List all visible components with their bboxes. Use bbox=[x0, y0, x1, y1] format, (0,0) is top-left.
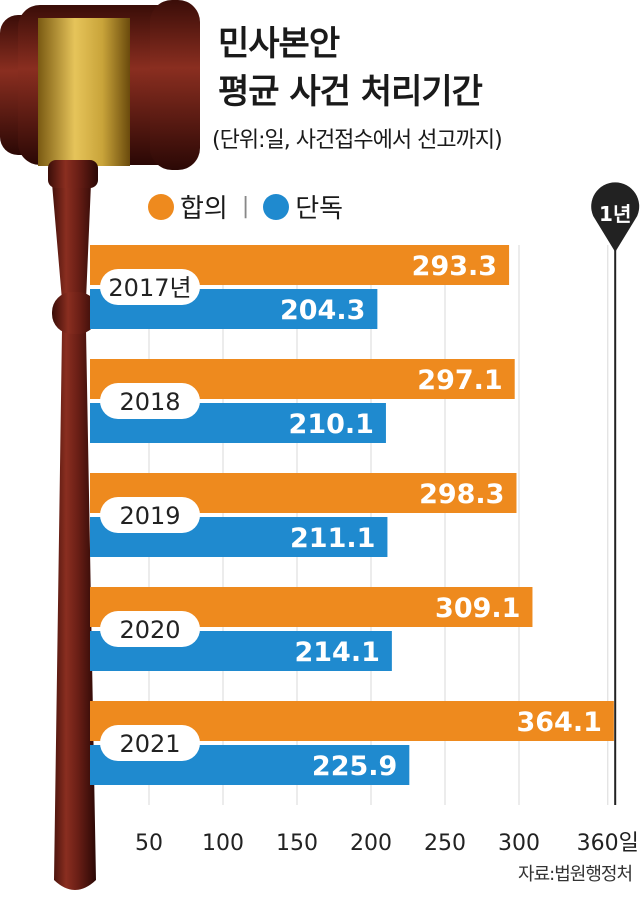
title-line-2: 평균 사건 처리기간 bbox=[218, 72, 483, 112]
legend-label-dandok: 단독 bbox=[295, 194, 344, 224]
category-label-1: 2018 bbox=[119, 388, 180, 416]
category-pill-0 bbox=[100, 269, 200, 305]
reference-line-label: 1년 bbox=[599, 202, 631, 226]
x-tick-label-360: 360일 bbox=[577, 831, 639, 856]
category-pill-1 bbox=[100, 383, 200, 419]
category-pill-2 bbox=[100, 497, 200, 533]
category-label-0: 2017년 bbox=[108, 274, 191, 302]
x-tick-label-50: 50 bbox=[135, 831, 163, 856]
gavel-brass-band bbox=[38, 18, 130, 166]
legend: 합의 | 단독 bbox=[148, 188, 343, 225]
gavel-icon bbox=[0, 0, 200, 890]
category-labels: 2017년 2018 2019 2020 2021 bbox=[100, 269, 200, 761]
title-line-1: 민사본안 bbox=[218, 24, 340, 64]
category-label-4: 2021 bbox=[119, 730, 180, 758]
category-pill-3 bbox=[100, 611, 200, 647]
legend-separator: | bbox=[241, 194, 250, 219]
bar-value-label-dandok-3: 214.1 bbox=[294, 637, 379, 668]
source-note: 자료:법원행정처 bbox=[518, 864, 633, 885]
chart-subtitle: (단위:일, 사건접수에서 선고까지) bbox=[212, 128, 503, 153]
bar-value-label-dandok-4: 225.9 bbox=[312, 751, 397, 782]
one-year-marker: 1년 bbox=[591, 182, 640, 805]
x-tick-label-200: 200 bbox=[350, 831, 392, 856]
x-tick-label-250: 250 bbox=[424, 831, 466, 856]
legend-swatch-blue bbox=[263, 193, 290, 220]
bar-value-label-hapui-4: 364.1 bbox=[516, 707, 601, 738]
bar-value-label-hapui-3: 309.1 bbox=[435, 593, 520, 624]
gavel-handle bbox=[50, 160, 96, 890]
bar-value-label-hapui-0: 293.3 bbox=[412, 251, 497, 282]
chart-title: 민사본안 평균 사건 처리기간 bbox=[218, 20, 483, 116]
gavel-head-right bbox=[150, 0, 200, 170]
bar-value-label-hapui-2: 298.3 bbox=[419, 479, 504, 510]
bar-value-label-hapui-1: 297.1 bbox=[417, 365, 502, 396]
legend-label-hapui: 합의 bbox=[180, 194, 228, 224]
map-pin-icon bbox=[591, 182, 640, 252]
category-label-2: 2019 bbox=[119, 502, 180, 530]
x-tick-label-150: 150 bbox=[276, 831, 318, 856]
category-pill-4 bbox=[100, 725, 200, 761]
legend-swatch-orange bbox=[148, 193, 174, 220]
bar-value-label-dandok-0: 204.3 bbox=[280, 295, 365, 326]
x-tick-label-100: 100 bbox=[202, 831, 244, 856]
x-tick-label-300: 300 bbox=[498, 831, 540, 856]
category-label-3: 2020 bbox=[119, 616, 180, 644]
gavel-collar bbox=[52, 292, 98, 334]
bar-value-label-dandok-2: 211.1 bbox=[290, 523, 375, 554]
bar-value-label-dandok-1: 210.1 bbox=[289, 409, 374, 440]
x-axis-ticks: 50 100 150 200 250 300 360일 bbox=[135, 831, 639, 856]
gavel-neck bbox=[48, 160, 98, 188]
